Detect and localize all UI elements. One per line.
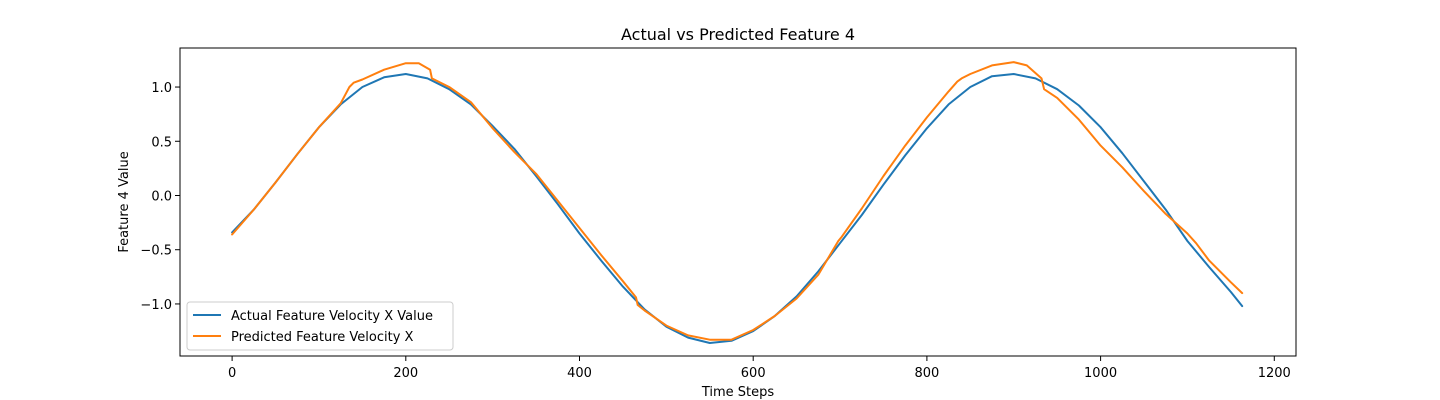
- x-axis-label: Time Steps: [701, 385, 775, 400]
- x-tick-label: 1000: [1084, 366, 1117, 381]
- y-tick-label: 0.0: [151, 189, 172, 204]
- y-axis-ticks: −1.0 −0.5 0.0 0.5 1.0: [140, 81, 180, 313]
- y-tick-label: −1.0: [140, 298, 172, 313]
- plot-frame: [179, 47, 1297, 357]
- y-axis-label: Feature 4 Value: [117, 151, 132, 252]
- actual-series-line: [231, 73, 1244, 344]
- x-tick-label: 200: [393, 366, 418, 381]
- x-tick-label: 0: [228, 366, 236, 381]
- y-tick-label: 1.0: [151, 81, 172, 96]
- x-tick-label: 400: [567, 366, 592, 381]
- predicted-series-line: [231, 61, 1244, 341]
- x-tick-label: 600: [741, 366, 766, 381]
- legend-label-actual: Actual Feature Velocity X Value: [231, 309, 433, 324]
- y-tick-label: 0.5: [151, 135, 172, 150]
- legend-label-predicted: Predicted Feature Velocity X: [231, 330, 414, 345]
- y-tick-label: −0.5: [140, 244, 172, 259]
- series-layer: [231, 61, 1244, 344]
- x-axis-ticks: 0 200 400 600 800 1000 1200: [228, 356, 1291, 381]
- legend: Actual Feature Velocity X Value Predicte…: [186, 301, 454, 351]
- legend-box: [186, 301, 454, 351]
- chart-title: Actual vs Predicted Feature 4: [621, 25, 855, 44]
- x-tick-label: 1200: [1258, 366, 1291, 381]
- x-tick-label: 800: [914, 366, 939, 381]
